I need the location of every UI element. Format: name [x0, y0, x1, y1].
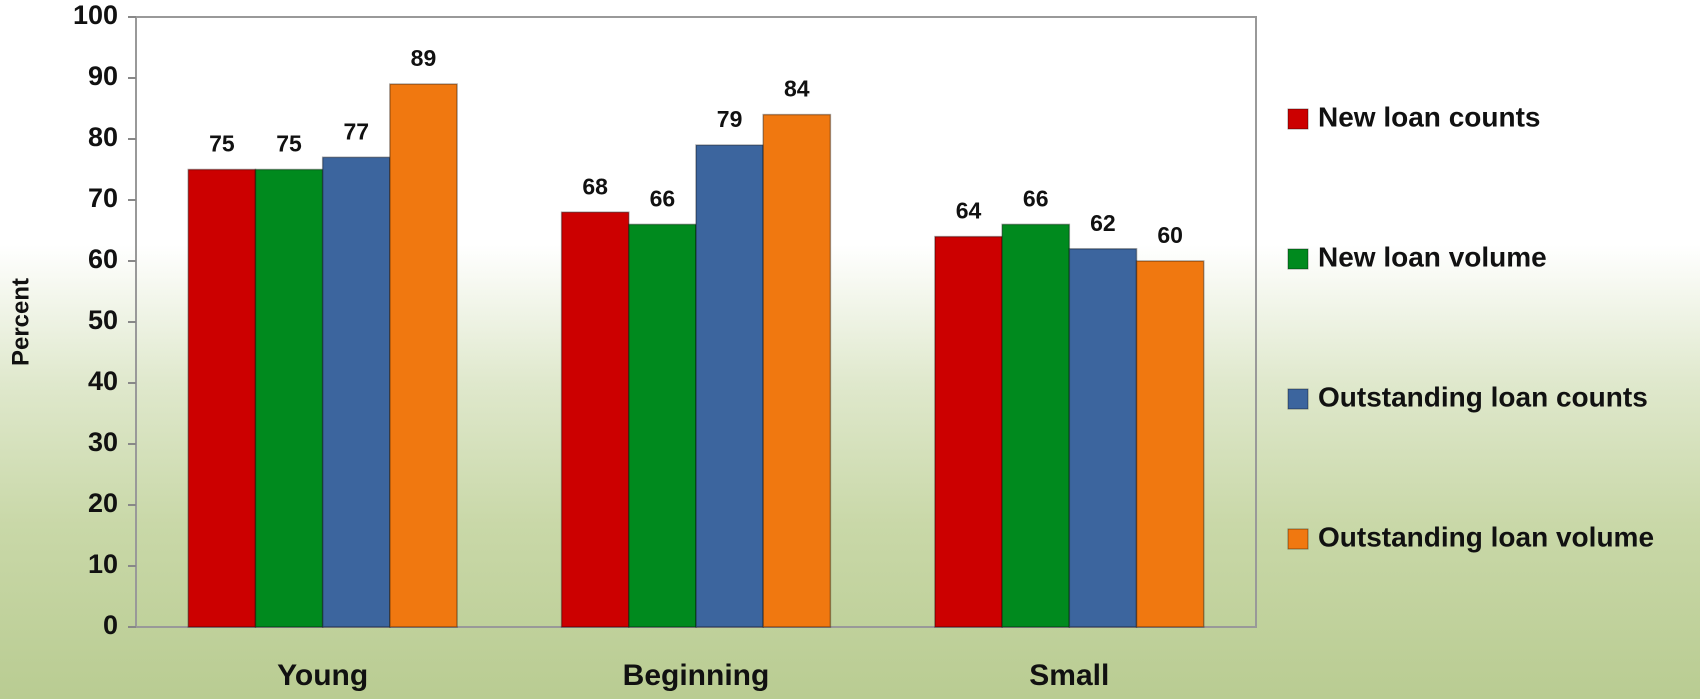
bar	[1135, 260, 1205, 628]
bar	[934, 235, 1003, 628]
y-tick-label: 60	[88, 244, 118, 274]
y-tick-label: 50	[88, 305, 118, 335]
legend-label: New loan counts	[1318, 101, 1540, 132]
legend-swatch	[1287, 528, 1309, 550]
bar	[1068, 248, 1138, 628]
x-tick-label: Small	[1029, 659, 1109, 692]
data-label: 77	[343, 118, 369, 144]
data-label: 89	[411, 45, 437, 71]
data-label: 75	[276, 131, 302, 157]
y-tick-label: 0	[103, 610, 118, 640]
y-tick-label: 10	[88, 549, 118, 579]
bar	[762, 113, 832, 628]
legend-swatch	[1287, 248, 1309, 270]
data-label: 79	[717, 106, 743, 132]
y-tick-label: 70	[88, 183, 118, 213]
y-tick-label: 40	[88, 366, 118, 396]
bar	[321, 156, 391, 628]
y-axis-label: Percent	[7, 278, 34, 366]
bar	[254, 168, 324, 628]
data-label: 64	[956, 198, 982, 224]
legend-label: Outstanding loan volume	[1318, 521, 1654, 552]
x-tick-label: Beginning	[623, 659, 770, 692]
y-tick-label: 30	[88, 427, 118, 457]
bar	[628, 223, 697, 628]
bar	[695, 144, 764, 628]
bar	[389, 83, 458, 628]
data-label: 68	[582, 173, 608, 199]
data-label: 75	[209, 131, 235, 157]
bar	[560, 211, 630, 628]
data-label: 62	[1090, 210, 1116, 236]
bar	[1001, 223, 1071, 628]
data-label: 84	[784, 76, 810, 102]
y-tick-label: 100	[73, 0, 118, 30]
legend-label: Outstanding loan counts	[1318, 381, 1648, 412]
data-label: 66	[1023, 185, 1049, 211]
legend-label: New loan volume	[1318, 241, 1547, 272]
data-label: 66	[650, 185, 676, 211]
data-label: 60	[1157, 222, 1183, 248]
bar	[187, 168, 257, 628]
x-tick-label: Young	[277, 659, 368, 692]
legend-swatch	[1287, 388, 1309, 410]
y-tick-label: 80	[88, 122, 118, 152]
y-tick-label: 90	[88, 61, 118, 91]
y-tick-label: 20	[88, 488, 118, 518]
legend-swatch	[1287, 108, 1309, 130]
